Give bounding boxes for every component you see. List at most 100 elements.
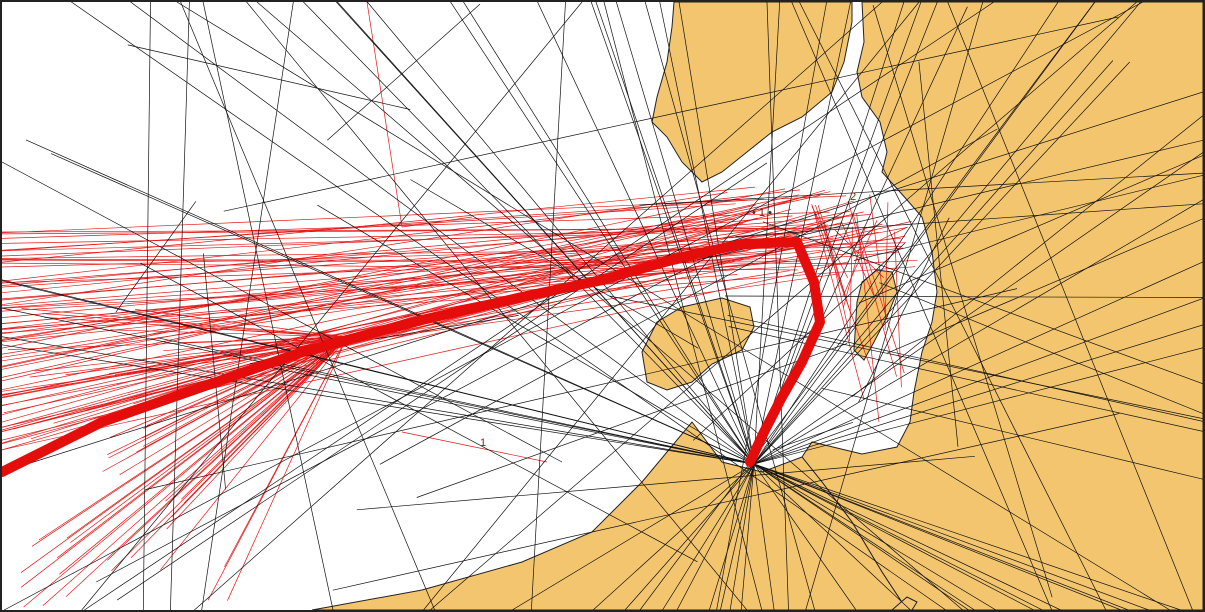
- land-southwest-shore: [311, 421, 908, 610]
- track-marks: • 1 •: [752, 207, 772, 219]
- black-track-line: [805, 2, 984, 610]
- point-label-1: 1: [480, 437, 486, 449]
- black-track-line: [753, 463, 1149, 610]
- land-north-peninsula: [651, 2, 853, 183]
- black-track-line: [2, 336, 755, 465]
- black-track-line: [332, 413, 1120, 591]
- red-track-line: [849, 226, 853, 342]
- red-track-line: [401, 216, 473, 228]
- black-track-line: [624, 463, 755, 610]
- red-track-line: [2, 274, 738, 330]
- black-track-line: [753, 463, 1122, 610]
- red-track-line: [65, 336, 348, 597]
- black-track-line: [180, 2, 436, 610]
- black-track-line: [753, 2, 938, 465]
- black-track-line: [429, 2, 1138, 610]
- black-track-line: [249, 362, 755, 465]
- black-track-line: [753, 463, 775, 610]
- black-track-line: [410, 179, 699, 349]
- red-track-line: [853, 226, 908, 253]
- black-track-line: [727, 314, 1203, 422]
- black-track-line: [595, 2, 755, 465]
- red-track-line: [56, 336, 348, 559]
- black-track-line: [201, 2, 294, 610]
- black-track-line: [2, 344, 755, 465]
- red-track-line: [2, 195, 846, 234]
- black-track-line: [753, 151, 1203, 465]
- black-track-line: [327, 3, 481, 141]
- black-track-line: [416, 343, 848, 498]
- black-track-line: [2, 279, 755, 465]
- black-track-line: [740, 463, 755, 610]
- black-track-line: [50, 153, 755, 465]
- black-track-line: [609, 295, 1203, 419]
- red-track-line: [366, 2, 403, 228]
- red-track-line: [42, 336, 348, 606]
- black-track-line: [753, 463, 1043, 610]
- red-track-line: [2, 217, 758, 416]
- black-track-line: [753, 463, 969, 610]
- black-track-line: [202, 2, 334, 610]
- black-track-line: [720, 463, 755, 610]
- land-masses: [311, 2, 1203, 610]
- black-track-line: [139, 262, 698, 563]
- red-track-line: [2, 261, 850, 451]
- black-track-line: [194, 2, 883, 610]
- red-track-line: [59, 336, 348, 575]
- black-track-line: [753, 297, 1203, 465]
- black-track-line: [918, 61, 959, 447]
- red-track-line: [2, 239, 766, 358]
- black-track-line: [716, 2, 827, 610]
- black-track-line: [463, 2, 755, 465]
- red-track-line: [2, 194, 811, 423]
- black-track-line: [762, 221, 1203, 385]
- black-track-line: [531, 2, 566, 610]
- black-track-line: [71, 2, 946, 610]
- red-track-line: [2, 214, 871, 284]
- black-track-line: [25, 139, 755, 465]
- black-track-line: [753, 463, 1181, 610]
- black-track-line: [753, 463, 1129, 610]
- red-track-line: [834, 229, 884, 279]
- red-track-line: [102, 336, 348, 472]
- red-track-line: [142, 336, 348, 447]
- black-track-line: [753, 261, 1203, 465]
- black-track-line: [512, 463, 755, 610]
- black-track-line: [753, 463, 1061, 610]
- black-track-line: [753, 324, 1203, 465]
- black-track-line: [130, 2, 755, 465]
- black-track-line: [379, 128, 998, 465]
- black-track-line: [317, 204, 755, 465]
- red-track-line: [869, 194, 887, 319]
- black-track-line: [592, 463, 755, 610]
- black-track-line: [947, 2, 1193, 610]
- black-track-line: [853, 174, 1203, 261]
- black-track-line: [223, 16, 1119, 212]
- red-track-line: [227, 336, 348, 601]
- red-track-line: [2, 221, 912, 428]
- red-track-line: [23, 336, 348, 608]
- black-track-line: [822, 387, 1203, 480]
- black-track-line: [145, 288, 1018, 490]
- black-track-line: [676, 463, 755, 610]
- black-track-line: [81, 2, 583, 610]
- black-track-line: [729, 463, 755, 610]
- black-track-line: [659, 2, 755, 465]
- red-track-line: [2, 262, 798, 271]
- black-track-line: [116, 162, 768, 601]
- black-track-line: [709, 463, 755, 610]
- red-track-line: [2, 237, 901, 325]
- black-track-line: [753, 463, 997, 610]
- red-track-line: [2, 188, 786, 349]
- red-track-line: [2, 221, 853, 355]
- land-rock-south: [891, 596, 918, 610]
- black-track-line: [423, 2, 920, 610]
- black-track-line: [753, 347, 1203, 465]
- black-track-line: [753, 2, 1096, 465]
- red-track-line: [2, 234, 828, 396]
- black-track-line: [639, 172, 1203, 206]
- red-track-line: [70, 336, 348, 543]
- black-track-line: [590, 2, 755, 465]
- highlighted-route: [2, 237, 825, 477]
